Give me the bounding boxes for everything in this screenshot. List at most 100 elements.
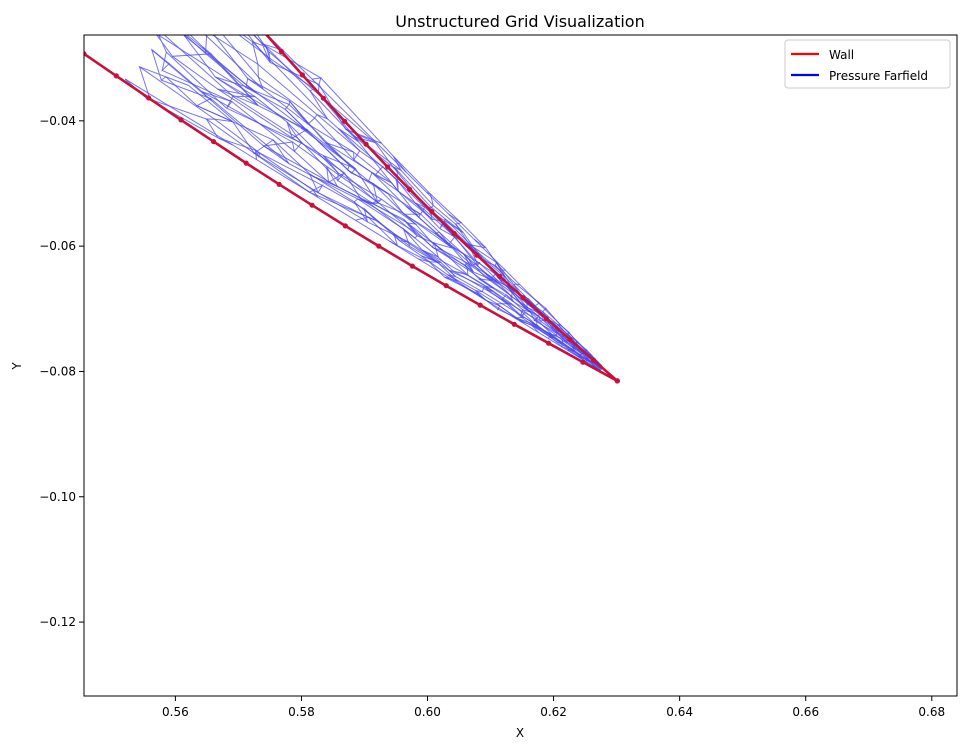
wall-point (520, 295, 526, 301)
y-tick-label: −0.04 (39, 114, 76, 128)
plot-frame (83, 34, 958, 697)
legend-wall-label: Wall (829, 48, 854, 62)
mesh-edge (454, 236, 478, 266)
mesh-edge (257, 63, 318, 115)
mesh-edge (367, 221, 409, 243)
mesh-edge (587, 362, 595, 368)
mesh-edge (582, 353, 588, 359)
mesh-edge (322, 155, 379, 204)
mesh-edge (375, 219, 394, 234)
mesh-edge (373, 140, 407, 173)
mesh-edge (553, 328, 564, 337)
mesh-edge (561, 344, 573, 352)
mesh-edge (552, 334, 563, 340)
mesh-edge (168, 63, 203, 93)
mesh-edge (501, 303, 525, 318)
mesh-edge (574, 350, 581, 356)
mesh-edge (381, 198, 416, 225)
mesh-edge (210, 53, 259, 107)
mesh-edge (286, 121, 339, 174)
mesh-edge (562, 340, 576, 350)
mesh-edge (455, 276, 483, 293)
mesh-edge (389, 240, 419, 260)
mesh-edge (471, 264, 486, 274)
mesh-edge (473, 238, 506, 271)
mesh-edge (509, 294, 529, 311)
mesh-edge (414, 237, 439, 258)
mesh-edge (213, 35, 249, 79)
mesh-edge (205, 35, 264, 90)
mesh-edge (347, 169, 389, 195)
mesh-edge (196, 105, 274, 141)
mesh-edge (359, 150, 383, 168)
mesh-edge (508, 285, 528, 308)
wall-point (113, 73, 119, 79)
mesh-edge (182, 35, 252, 89)
mesh-edge (536, 318, 553, 335)
wall-point (580, 359, 586, 365)
mesh-edge (206, 118, 260, 157)
mesh-edge (211, 35, 259, 65)
mesh-edge (272, 139, 310, 175)
mesh-edge (499, 308, 515, 319)
mesh-edge (493, 290, 513, 305)
mesh-edge (345, 128, 401, 171)
mesh-edge (217, 88, 293, 139)
x-tick-label: 0.66 (792, 705, 819, 719)
mesh-edge (556, 325, 569, 336)
mesh-edge (231, 101, 295, 152)
mesh-edge (343, 172, 362, 200)
mesh-edge (288, 163, 311, 176)
x-tick-label: 0.62 (540, 705, 567, 719)
mesh-edge (417, 235, 435, 244)
mesh-edge (426, 192, 450, 215)
mesh-edge (210, 98, 290, 164)
mesh-edge (556, 332, 568, 343)
mesh-edge (586, 349, 592, 355)
mesh-edge (151, 49, 212, 102)
x-tick-label: 0.68 (918, 705, 945, 719)
mesh-edge (163, 35, 234, 97)
wall-point (546, 340, 552, 346)
mesh-edge (307, 123, 354, 153)
mesh-edge (400, 169, 434, 206)
mesh-edge (165, 76, 198, 107)
mesh-edge (485, 247, 502, 270)
mesh-edge (497, 280, 509, 288)
mesh-edge (326, 165, 380, 204)
mesh-edge (351, 172, 374, 185)
wall-point (276, 181, 282, 187)
mesh-edge (405, 205, 449, 244)
mesh-edge (250, 87, 310, 133)
wall-point (409, 263, 415, 269)
mesh-edge (448, 269, 485, 288)
mesh-edge (565, 337, 576, 349)
x-tick-label: 0.60 (414, 705, 441, 719)
mesh-edge (378, 202, 418, 237)
mesh-edge (238, 35, 270, 59)
mesh-edge (535, 320, 557, 336)
mesh-edge (444, 221, 480, 256)
x-axis-label: X (516, 726, 524, 740)
mesh-edge (337, 128, 397, 180)
wall-point (342, 223, 348, 229)
mesh-edge (214, 118, 261, 154)
mesh-edge (374, 142, 394, 168)
mesh-edge (422, 249, 466, 275)
mesh-edge (545, 307, 561, 326)
mesh-edge (257, 105, 308, 130)
mesh-edge (538, 332, 549, 340)
legend-box (784, 39, 951, 89)
mesh-edge (466, 262, 493, 282)
mesh-edge (403, 228, 423, 251)
wall-point (376, 243, 382, 249)
mesh-edge (406, 222, 444, 251)
mesh-edge (483, 286, 507, 305)
mesh-edge (320, 77, 383, 144)
mesh-edge (314, 117, 355, 161)
mesh-edge (336, 185, 370, 204)
mesh-edge (492, 280, 511, 296)
wall-point (407, 186, 413, 192)
wall-point (258, 26, 263, 31)
mesh-edge (369, 203, 416, 239)
